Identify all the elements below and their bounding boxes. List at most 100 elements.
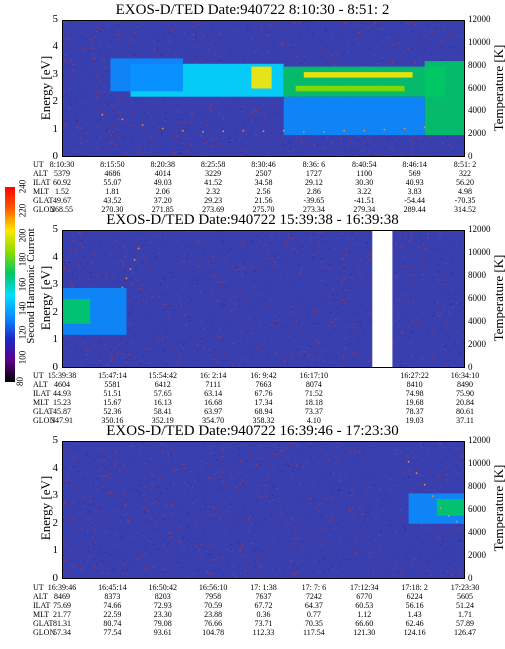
- ephemeris-cell: 6770: [356, 592, 373, 601]
- panel-1-title: EXOS-D/TED Date:940722 8:10:30 - 8:51: 2: [115, 2, 390, 18]
- ephemeris-cell: 19.68: [405, 398, 424, 407]
- ephemeris-label: ILAT: [33, 389, 51, 398]
- energy-tick: 0: [52, 361, 59, 373]
- ephemeris-cell: 8:25:58: [200, 160, 226, 169]
- ephemeris-cell: 1727: [305, 169, 322, 178]
- data-gap: [372, 230, 393, 368]
- ephemeris-cell: 1.43: [407, 610, 422, 619]
- ephemeris-label: GLON: [33, 628, 56, 637]
- panel-3-ylabel-right: Temperature [K]: [491, 464, 505, 552]
- ephemeris-cell: 7663: [255, 380, 272, 389]
- temperature-point: [415, 472, 418, 475]
- ephemeris-label: ALT: [33, 169, 48, 178]
- ephemeris-cell: 15:54:42: [148, 371, 177, 380]
- ephemeris-cell: 17: 1:38: [250, 583, 277, 592]
- ephemeris-cell: 79.08: [153, 619, 172, 628]
- ephemeris-cell: 21.77: [53, 610, 71, 619]
- ephemeris-label: GLAT: [33, 196, 54, 205]
- emission-band: [295, 85, 405, 92]
- ephemeris-cell: 354.70: [202, 416, 225, 425]
- panel-1-ylabel-left: Energy [eV]: [38, 55, 53, 121]
- ephemeris-label: ILAT: [33, 601, 51, 610]
- temperature-point: [439, 506, 442, 509]
- ephemeris-cell: 17:23:30: [450, 583, 480, 592]
- energy-tick: 3: [52, 278, 59, 291]
- temperature-point: [222, 130, 225, 133]
- panel-1-ylabel-right: Temperature [K]: [491, 44, 505, 132]
- ephemeris-cell: 1.12: [357, 610, 372, 619]
- ephemeris-cell: -70.35: [454, 196, 476, 205]
- colorbar-tick: 100: [17, 350, 28, 364]
- ephemeris-cell: 8:36: 6: [302, 160, 326, 169]
- ephemeris-cell: 273.34: [302, 205, 325, 214]
- ephemeris-cell: 16:34:10: [450, 371, 480, 380]
- ephemeris-cell: 268.55: [51, 205, 73, 214]
- ephemeris-cell: 23.88: [204, 610, 223, 619]
- ephemeris-cell: 30.30: [355, 178, 374, 187]
- temperature-point: [423, 126, 426, 129]
- ephemeris-cell: 40.93: [405, 178, 424, 187]
- energy-tick: 3: [52, 489, 59, 502]
- energy-tick: 3: [52, 67, 59, 80]
- energy-tick: 1: [52, 333, 59, 346]
- noise-speckle: [63, 441, 465, 579]
- colorbar-tick: 240: [17, 179, 28, 194]
- temperature-point: [383, 128, 386, 131]
- ephemeris-cell: 70.35: [304, 619, 323, 628]
- ephemeris-cell: 16:39:46: [47, 583, 77, 592]
- temperature-point: [182, 129, 184, 132]
- ephemeris-cell: 80.74: [103, 619, 122, 628]
- ephemeris-cell: 8:51: 2: [453, 160, 477, 169]
- ephemeris-cell: 51.51: [103, 389, 122, 398]
- ephemeris-cell: 49.03: [153, 178, 172, 187]
- temperature-point: [363, 129, 366, 132]
- ephemeris-cell: 2.56: [256, 187, 271, 196]
- ephemeris-cell: 63.14: [204, 389, 223, 398]
- ephemeris-cell: 1.71: [458, 610, 472, 619]
- panel-1-spectrogram: [62, 20, 465, 157]
- ephemeris-cell: 4604: [54, 380, 70, 389]
- ephemeris-cell: 21.56: [254, 196, 273, 205]
- temperature-tick: 0: [468, 573, 473, 583]
- ephemeris-cell: 74.98: [405, 389, 424, 398]
- ephemeris-cell: 7958: [205, 592, 222, 601]
- ephemeris-cell: 352.19: [151, 416, 174, 425]
- temperature-tick: 0: [468, 362, 473, 372]
- ephemeris-cell: 75.90: [456, 389, 474, 398]
- ephemeris-cell: 5379: [54, 169, 70, 178]
- temperature-tick: 4000: [468, 105, 486, 116]
- ephemeris-cell: 66.60: [355, 619, 374, 628]
- ephemeris-cell: 15:47:14: [98, 371, 127, 380]
- ephemeris-cell: 64.37: [304, 601, 323, 610]
- temperature-point: [343, 129, 345, 132]
- temperature-point: [262, 130, 265, 133]
- ephemeris-cell: 2.86: [306, 187, 321, 196]
- panel-2-title: EXOS-D/TED Date:940722 15:39:38 - 16:39:…: [106, 212, 399, 228]
- energy-tick: 1: [52, 122, 59, 135]
- ephemeris-cell: 16.68: [204, 398, 223, 407]
- ephemeris-cell: 19.03: [405, 416, 424, 425]
- emission-band: [424, 61, 465, 136]
- ephemeris-label: MLT: [33, 398, 50, 407]
- temperature-tick: 6000: [468, 293, 486, 303]
- ephemeris-cell: 58.41: [153, 407, 172, 416]
- ephemeris-label: UT: [33, 371, 44, 380]
- temperature-tick: 8000: [468, 481, 486, 491]
- ephemeris-cell: 93.61: [153, 628, 172, 637]
- temperature-point: [456, 520, 458, 523]
- ephemeris-cell: 76.66: [204, 619, 223, 628]
- ephemeris-cell: 3.83: [407, 187, 422, 196]
- ephemeris-cell: 8490: [457, 380, 473, 389]
- ephemeris-cell: 75.69: [53, 601, 71, 610]
- ephemeris-cell: 8074: [305, 380, 322, 389]
- temperature-point: [121, 118, 124, 121]
- ephemeris-cell: 29.12: [304, 178, 323, 187]
- noise-floor: [62, 230, 465, 368]
- plot-frame: [62, 441, 465, 579]
- ephemeris-cell: 57.89: [456, 619, 474, 628]
- temperature-tick: 12000: [468, 14, 491, 24]
- ephemeris-cell: 8203: [154, 592, 171, 601]
- temperature-tick: 12000: [468, 435, 491, 445]
- temperature-tick: 2000: [468, 128, 486, 139]
- ephemeris-cell: 1.81: [105, 187, 120, 196]
